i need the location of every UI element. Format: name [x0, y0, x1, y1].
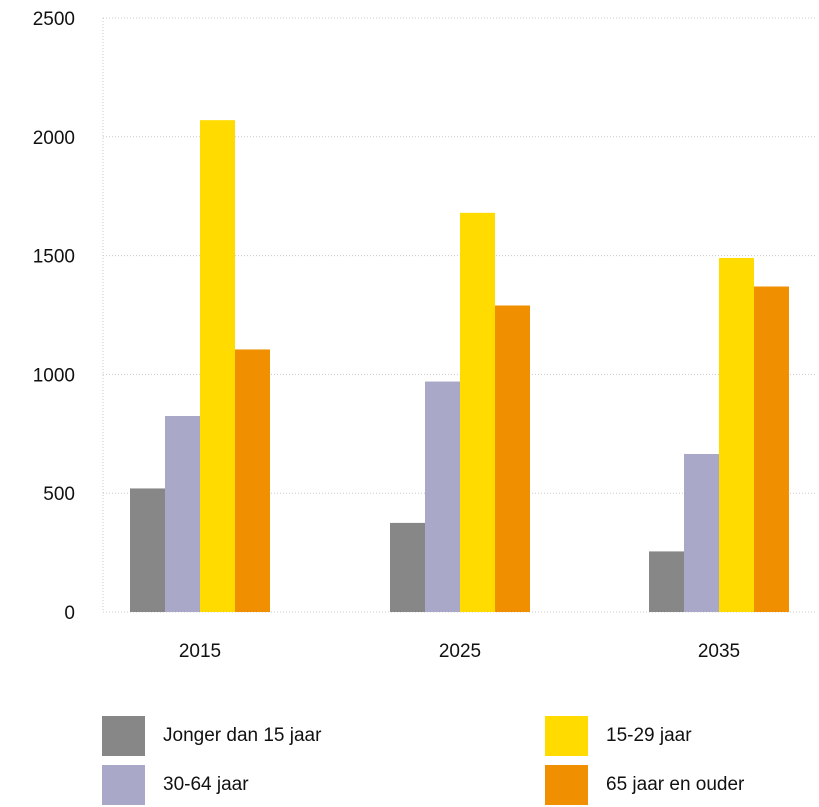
bar — [425, 381, 460, 612]
legend-label: 30-64 jaar — [163, 774, 249, 795]
x-tick-label: 2015 — [179, 641, 221, 662]
bar — [460, 212, 495, 612]
legend-label: 15-29 jaar — [606, 725, 692, 746]
bar — [754, 286, 789, 612]
legend-item-jonger-dan-15: Jonger dan 15 jaar — [102, 716, 321, 756]
legend-swatch — [545, 716, 588, 756]
bar — [165, 415, 200, 612]
y-tick-label: 2500 — [33, 9, 75, 30]
bar — [130, 488, 165, 612]
legend-item-65-plus: 65 jaar en ouder — [545, 765, 744, 805]
legend: Jonger dan 15 jaar 15-29 jaar 30-64 jaar… — [0, 700, 819, 807]
legend-swatch — [102, 765, 145, 805]
y-tick-label: 1000 — [33, 365, 75, 386]
bar — [200, 120, 235, 612]
bar — [235, 349, 270, 612]
legend-item-15-29: 15-29 jaar — [545, 716, 692, 756]
x-tick-label: 2025 — [439, 641, 481, 662]
legend-swatch — [102, 716, 145, 756]
legend-label: 65 jaar en ouder — [606, 774, 745, 795]
y-tick-label: 500 — [43, 484, 75, 505]
bar — [495, 305, 530, 612]
y-tick-label: 1500 — [33, 247, 75, 268]
bar — [684, 453, 719, 612]
bar — [719, 257, 754, 612]
y-tick-label: 2000 — [33, 128, 75, 149]
x-tick-label: 2035 — [698, 641, 740, 662]
legend-item-30-64: 30-64 jaar — [102, 765, 249, 805]
bar — [390, 522, 425, 612]
bar — [649, 551, 684, 612]
legend-swatch — [545, 765, 588, 805]
legend-label: Jonger dan 15 jaar — [163, 725, 322, 746]
y-tick-label: 0 — [64, 603, 75, 624]
bar-chart: 0 500 1000 1500 2000 2500 2015 2025 2035 — [33, 9, 815, 662]
